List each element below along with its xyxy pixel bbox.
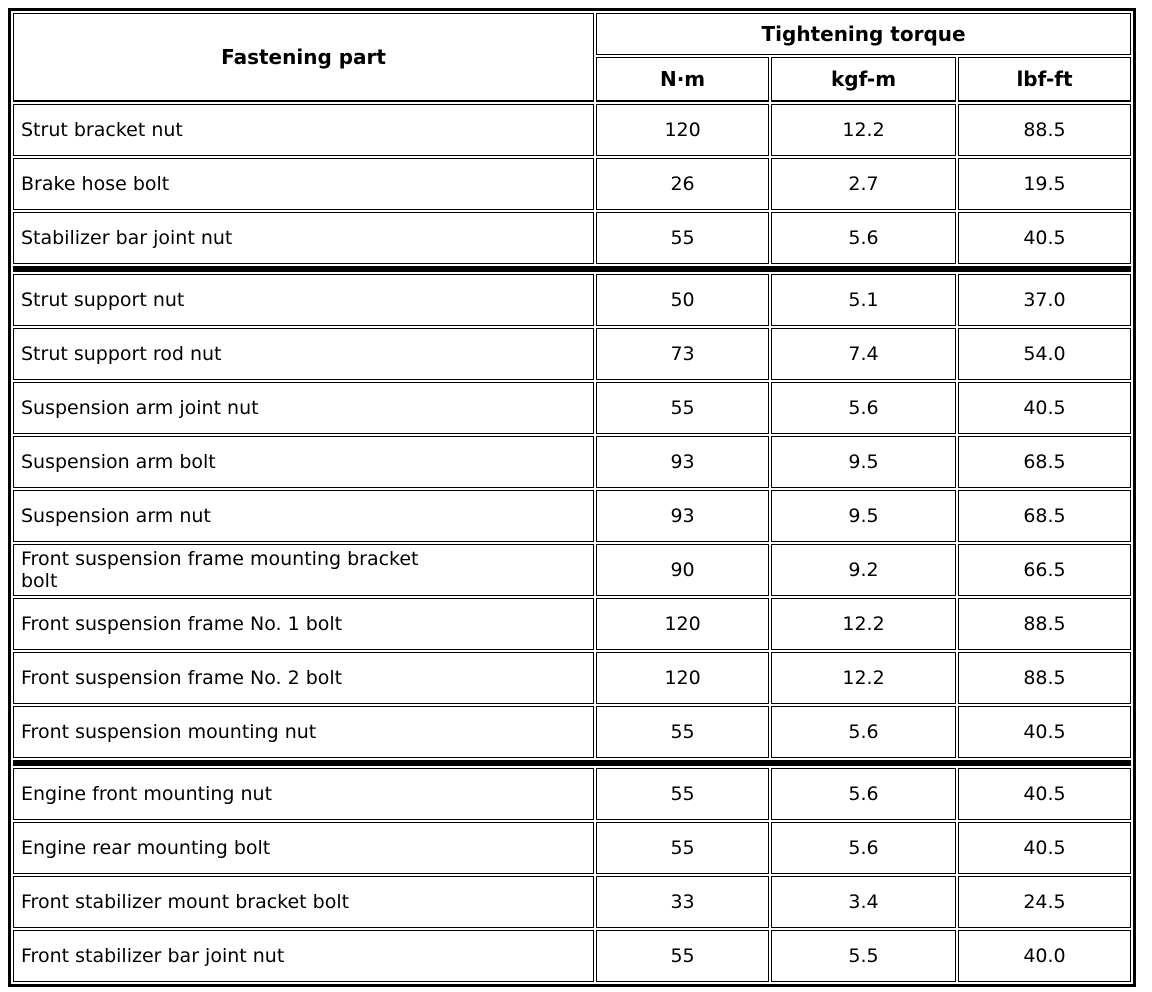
nm-value-cell: 93 [596, 436, 770, 488]
kgfm-value-cell: 7.4 [771, 328, 957, 380]
header-fastening-part: Fastening part [13, 13, 595, 102]
table-row: Strut support rod nut 73 7.4 54.0 [13, 328, 1131, 380]
kgfm-value-cell: 12.2 [771, 652, 957, 704]
nm-value-cell: 55 [596, 822, 770, 874]
nm-value-cell: 55 [596, 382, 770, 434]
lbfft-value-cell: 54.0 [958, 328, 1131, 380]
table-row: Suspension arm bolt 93 9.5 68.5 [13, 436, 1131, 488]
lbfft-value-cell: 40.5 [958, 768, 1131, 820]
lbfft-value-cell: 37.0 [958, 274, 1131, 326]
table-row: Strut bracket nut 120 12.2 88.5 [13, 104, 1131, 156]
table-row: Front suspension mounting nut 55 5.6 40.… [13, 706, 1131, 758]
kgfm-value-cell: 5.6 [771, 822, 957, 874]
part-name-cell: Front suspension frame No. 1 bolt [13, 598, 595, 650]
part-name-cell: Engine rear mounting bolt [13, 822, 595, 874]
table-row: Front suspension frame No. 1 bolt 120 12… [13, 598, 1131, 650]
table-row: Suspension arm joint nut 55 5.6 40.5 [13, 382, 1131, 434]
table-row: Engine front mounting nut 55 5.6 40.5 [13, 768, 1131, 820]
lbfft-value-cell: 68.5 [958, 490, 1131, 542]
nm-value-cell: 120 [596, 598, 770, 650]
kgfm-value-cell: 3.4 [771, 876, 957, 928]
table-row: Brake hose bolt 26 2.7 19.5 [13, 158, 1131, 210]
nm-value-cell: 55 [596, 706, 770, 758]
lbfft-value-cell: 19.5 [958, 158, 1131, 210]
part-name-cell: Brake hose bolt [13, 158, 595, 210]
nm-value-cell: 50 [596, 274, 770, 326]
lbfft-value-cell: 88.5 [958, 598, 1131, 650]
part-name-cell: Strut bracket nut [13, 104, 595, 156]
kgfm-value-cell: 5.1 [771, 274, 957, 326]
nm-value-cell: 55 [596, 212, 770, 264]
lbfft-value-cell: 40.5 [958, 822, 1131, 874]
header-tightening-torque: Tightening torque [596, 13, 1131, 55]
kgfm-value-cell: 5.6 [771, 768, 957, 820]
lbfft-value-cell: 68.5 [958, 436, 1131, 488]
lbfft-value-cell: 88.5 [958, 104, 1131, 156]
nm-value-cell: 90 [596, 544, 770, 596]
table-row: Suspension arm nut 93 9.5 68.5 [13, 490, 1131, 542]
table-row: Stabilizer bar joint nut 55 5.6 40.5 [13, 212, 1131, 264]
kgfm-value-cell: 5.6 [771, 706, 957, 758]
nm-value-cell: 73 [596, 328, 770, 380]
lbfft-value-cell: 40.5 [958, 706, 1131, 758]
kgfm-value-cell: 9.5 [771, 490, 957, 542]
nm-value-cell: 120 [596, 104, 770, 156]
lbfft-value-cell: 40.0 [958, 930, 1131, 982]
part-name-cell: Front suspension frame No. 2 bolt [13, 652, 595, 704]
nm-value-cell: 93 [596, 490, 770, 542]
part-name-cell: Suspension arm nut [13, 490, 595, 542]
table-row: Engine rear mounting bolt 55 5.6 40.5 [13, 822, 1131, 874]
lbfft-value-cell: 40.5 [958, 382, 1131, 434]
header-unit-lbfft: lbf-ft [958, 57, 1131, 102]
kgfm-value-cell: 12.2 [771, 104, 957, 156]
table-header: Fastening part Tightening torque N·m kgf… [13, 13, 1131, 102]
part-name-cell: Engine front mounting nut [13, 768, 595, 820]
lbfft-value-cell: 66.5 [958, 544, 1131, 596]
table-row: Front stabilizer bar joint nut 55 5.5 40… [13, 930, 1131, 982]
part-name-cell: Strut support rod nut [13, 328, 595, 380]
kgfm-value-cell: 9.5 [771, 436, 957, 488]
part-name-cell: Front stabilizer mount bracket bolt [13, 876, 595, 928]
nm-value-cell: 55 [596, 930, 770, 982]
nm-value-cell: 26 [596, 158, 770, 210]
table-row: Front suspension frame mounting bracket … [13, 544, 1131, 596]
kgfm-value-cell: 2.7 [771, 158, 957, 210]
kgfm-value-cell: 12.2 [771, 598, 957, 650]
nm-value-cell: 33 [596, 876, 770, 928]
nm-value-cell: 55 [596, 768, 770, 820]
group-separator [13, 760, 1131, 766]
group-separator [13, 266, 1131, 272]
kgfm-value-cell: 5.6 [771, 382, 957, 434]
part-name-cell: Front suspension mounting nut [13, 706, 595, 758]
kgfm-value-cell: 9.2 [771, 544, 957, 596]
part-name-text: Front suspension frame mounting bracket … [21, 548, 419, 592]
part-name-cell: Suspension arm joint nut [13, 382, 595, 434]
nm-value-cell: 120 [596, 652, 770, 704]
lbfft-value-cell: 40.5 [958, 212, 1131, 264]
lbfft-value-cell: 24.5 [958, 876, 1131, 928]
part-name-cell: Front stabilizer bar joint nut [13, 930, 595, 982]
torque-spec-table: Fastening part Tightening torque N·m kgf… [8, 8, 1136, 987]
header-unit-kgfm: kgf-m [771, 57, 957, 102]
table-row: Front suspension frame No. 2 bolt 120 12… [13, 652, 1131, 704]
lbfft-value-cell: 88.5 [958, 652, 1131, 704]
part-name-cell: Suspension arm bolt [13, 436, 595, 488]
part-name-cell: Front suspension frame mounting bracket … [13, 544, 595, 596]
part-name-cell: Strut support nut [13, 274, 595, 326]
header-unit-nm: N·m [596, 57, 770, 102]
kgfm-value-cell: 5.5 [771, 930, 957, 982]
kgfm-value-cell: 5.6 [771, 212, 957, 264]
table-row: Strut support nut 50 5.1 37.0 [13, 274, 1131, 326]
table-row: Front stabilizer mount bracket bolt 33 3… [13, 876, 1131, 928]
part-name-cell: Stabilizer bar joint nut [13, 212, 595, 264]
